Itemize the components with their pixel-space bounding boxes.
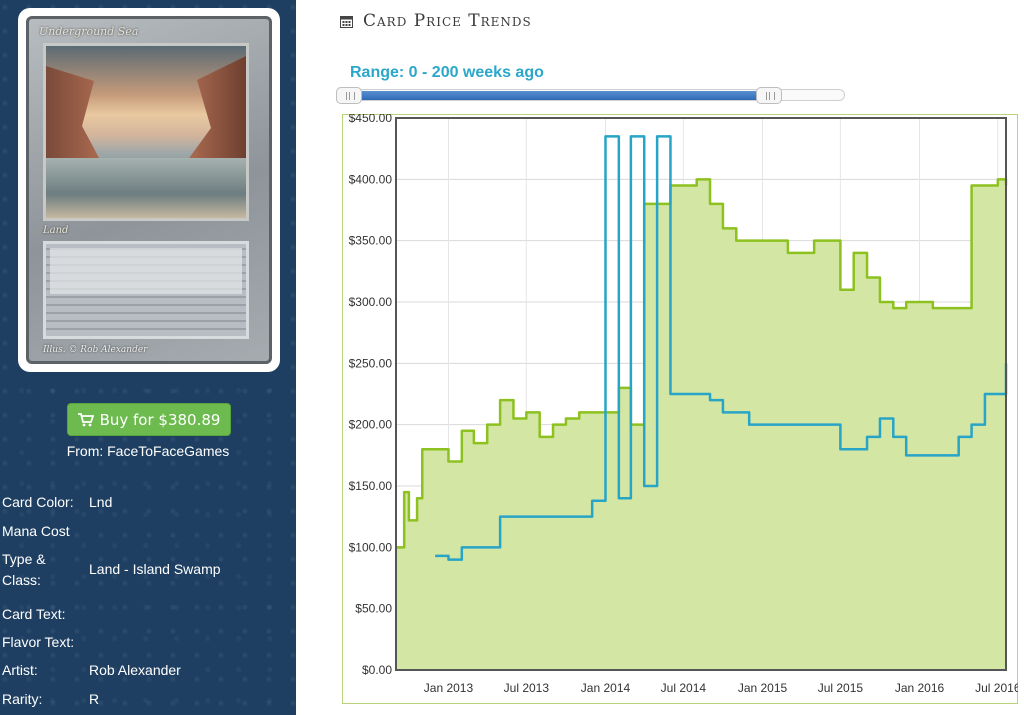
plot-frame — [395, 117, 1007, 671]
y-tick-label: $350.00 — [349, 234, 393, 248]
card-art — [43, 43, 249, 221]
y-tick-label: $150.00 — [349, 479, 393, 493]
card-rules-text — [50, 248, 242, 294]
card-art-sea — [46, 158, 246, 218]
attr-label: Flavor Text: — [2, 634, 75, 650]
x-tick-label: Jul 2014 — [661, 681, 707, 695]
price-chart: $0.00 $50.00 $100.00 $150.00 $200.00 $250.00 $… — [342, 114, 1018, 704]
card-image[interactable]: Underground Sea Land Illus. © Rob Alexan… — [18, 8, 280, 372]
range-slider-start-handle[interactable] — [336, 87, 362, 104]
attr-value: R — [89, 691, 100, 707]
y-tick-label: $250.00 — [349, 356, 393, 370]
y-tick-label: $300.00 — [349, 295, 393, 309]
attr-value: Lnd — [89, 494, 113, 510]
x-tick-label: Jan 2016 — [895, 681, 945, 695]
calendar-icon — [340, 15, 353, 28]
y-tick-label: $200.00 — [349, 418, 393, 432]
seller-name: From: FaceToFaceGames — [66, 443, 230, 459]
range-label: Range: 0 - 200 weeks ago — [350, 64, 544, 81]
x-tick-label: Jan 2013 — [424, 681, 474, 695]
buy-button-label: Buy for $380.89 — [99, 410, 221, 429]
card-textbox — [43, 241, 249, 339]
card-type-line: Land — [43, 225, 69, 236]
attr-label: Type & Class: — [2, 551, 46, 588]
attr-label: Rarity: — [2, 691, 43, 707]
x-tick-label: Jul 2016 — [975, 681, 1018, 695]
card-face: Underground Sea Land Illus. © Rob Alexan… — [26, 16, 272, 364]
attr-value: Land - Island Swamp — [89, 561, 221, 577]
attr-value: Rob Alexander — [89, 662, 181, 678]
range-slider-fill — [351, 91, 769, 100]
attr-label: Mana Cost — [2, 523, 70, 539]
price-trends-header: Card Price Trends — [340, 8, 532, 34]
buy-button[interactable]: Buy for $380.89 — [67, 403, 231, 436]
y-tick-label: $450.00 — [349, 114, 393, 125]
price-chart-svg: $0.00 $50.00 $100.00 $150.00 $200.00 $250.00 $… — [342, 114, 1018, 704]
x-tick-label: Jul 2015 — [818, 681, 864, 695]
range-slider[interactable] — [336, 87, 845, 104]
page-title: Card Price Trends — [363, 11, 532, 31]
y-tick-label: $400.00 — [349, 172, 393, 186]
y-tick-label: $50.00 — [355, 602, 392, 616]
cart-icon — [77, 412, 94, 426]
series-area-0 — [396, 179, 1006, 670]
attr-label: Artist: — [2, 662, 38, 678]
card-illus: Illus. © Rob Alexander — [43, 345, 148, 355]
y-tick-label: $100.00 — [349, 540, 393, 554]
card-title: Underground Sea — [39, 25, 139, 38]
x-tick-label: Jan 2015 — [738, 681, 788, 695]
y-tick-label: $0.00 — [362, 663, 392, 677]
attr-label: Card Text: — [2, 606, 66, 622]
x-tick-label: Jul 2013 — [504, 681, 550, 695]
sidebar: Underground Sea Land Illus. © Rob Alexan… — [0, 0, 296, 715]
x-tick-label: Jan 2014 — [581, 681, 631, 695]
attr-label: Card Color: — [2, 494, 74, 510]
range-slider-end-handle[interactable] — [755, 87, 782, 104]
